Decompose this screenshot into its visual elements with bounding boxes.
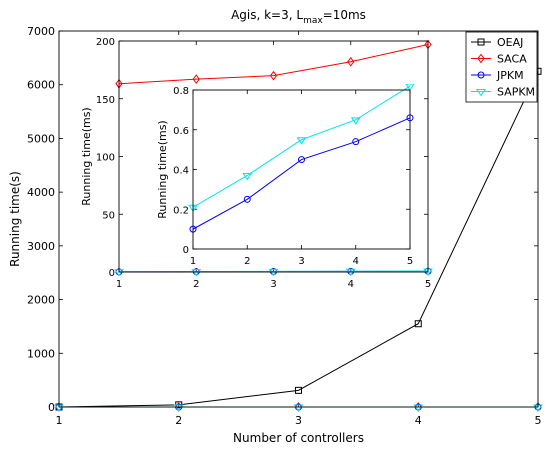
- inset1-point-saca: [192, 74, 200, 84]
- main-point-oeaj: [295, 386, 302, 394]
- inset2-series-line-sapkm: [192, 85, 411, 208]
- inset2-series-group: [188, 84, 415, 233]
- inset2-x-tick-label: 1: [190, 256, 196, 267]
- chart-title: Agis, k=3, Lmax=10ms: [231, 8, 366, 26]
- inset1-y-tick-label: 200: [96, 37, 115, 48]
- legend-marker-sapkm: [476, 89, 486, 97]
- inset2-x-tick-label: 4: [353, 256, 359, 267]
- main-x-tick-label: 2: [175, 414, 182, 427]
- legend-label-sapkm: SAPKM: [497, 86, 535, 99]
- legend-label-saca: SACA: [497, 53, 527, 66]
- inset2-point-jpkm: [352, 138, 360, 146]
- inset1-y-axis-label: Running time(ms): [80, 107, 93, 205]
- inset2-point-jpkm: [243, 195, 251, 203]
- inset2-point-sapkm: [242, 172, 253, 181]
- inset2-y-tick-label: 0.8: [173, 86, 189, 97]
- chart-title-subscript: max: [303, 16, 323, 26]
- legend-marker-jpkm: [477, 71, 485, 79]
- inset2-series-line-jpkm: [192, 117, 411, 230]
- main-x-tick-label: 1: [56, 414, 63, 427]
- main-point-sapkm: [173, 404, 184, 412]
- inset2-point-jpkm: [298, 156, 305, 164]
- main-y-tick-label: 1000: [27, 347, 55, 360]
- inset1-series-line-saca: [118, 43, 429, 85]
- inset1-x-tick-label: 3: [270, 279, 276, 290]
- inset2-y-tick-label: 0.4: [173, 166, 189, 177]
- inset2-x-tick-label: 3: [298, 256, 304, 267]
- legend-marker-oeaj: [477, 38, 485, 46]
- inset2-y-tick-label: 0.2: [173, 205, 189, 216]
- inset2-point-sapkm: [350, 117, 361, 125]
- main-y-axis-label: Running time(s): [8, 171, 22, 267]
- legend: OEAJ SACA JPKM SAPKM: [465, 31, 538, 103]
- inset1-y-tick-label: 150: [96, 95, 115, 106]
- inset1-point-sapkm: [191, 269, 202, 277]
- main-x-tick-label: 4: [415, 414, 422, 427]
- main-x-axis-label: Number of controllers: [233, 431, 364, 445]
- inset1-x-tick-label: 1: [116, 279, 122, 290]
- inset1-y-tick-label: 0: [109, 268, 115, 279]
- inset1-x-tick-label: 4: [348, 279, 354, 290]
- main-y-tick-label: 7000: [27, 25, 55, 38]
- inset2-y-tick-label: 0.6: [173, 126, 189, 137]
- inset2-plot-area: [193, 90, 410, 249]
- main-point-oeaj: [414, 320, 422, 328]
- legend-label-jpkm: JPKM: [496, 69, 524, 82]
- chart-title-suffix: =10ms: [323, 8, 366, 22]
- main-y-tick-label: 0: [48, 401, 55, 414]
- main-y-tick-label: 6000: [27, 79, 55, 92]
- main-x-tick-label: 5: [535, 414, 542, 427]
- inset2-frame: [192, 89, 411, 250]
- inset1-y-tick-label: 50: [102, 210, 115, 221]
- inset1-point-saca: [269, 70, 278, 81]
- main-y-tick-label: 3000: [27, 240, 55, 253]
- inset1-x-tick-label: 5: [425, 279, 431, 290]
- chart-title-prefix: Agis, k=3, L: [231, 8, 303, 22]
- inset1-x-tick-label: 2: [193, 279, 199, 290]
- main-y-tick-label: 5000: [27, 132, 55, 145]
- inset2-x-tick-label: 5: [407, 256, 413, 267]
- inset1-y-tick-label: 100: [96, 153, 115, 164]
- inset2-point-sapkm: [296, 137, 307, 145]
- legend-marker-saca: [477, 53, 485, 64]
- legend-label-oeaj: OEAJ: [497, 36, 523, 49]
- inset-chart-2: 1 2 3 4 5 0 0.2 0.4 0.6 0.8 Running time(ms): [156, 84, 415, 267]
- inset2-y-tick-label: 0: [183, 245, 189, 256]
- main-frame: [58, 30, 539, 408]
- inset2-point-sapkm: [405, 84, 415, 91]
- main-series-line-oeaj: [58, 71, 539, 408]
- inset1-point-saca: [347, 56, 355, 67]
- main-y-tick-label: 2000: [27, 294, 55, 307]
- inset2-y-axis-label: Running time(ms): [156, 120, 169, 218]
- main-y-tick-label: 4000: [27, 186, 55, 199]
- main-point-sapkm: [293, 404, 304, 412]
- inset2-x-tick-label: 2: [244, 256, 250, 267]
- main-point-sapkm: [413, 404, 424, 412]
- main-x-tick-label: 3: [295, 414, 302, 427]
- inset1-frame: [118, 40, 429, 273]
